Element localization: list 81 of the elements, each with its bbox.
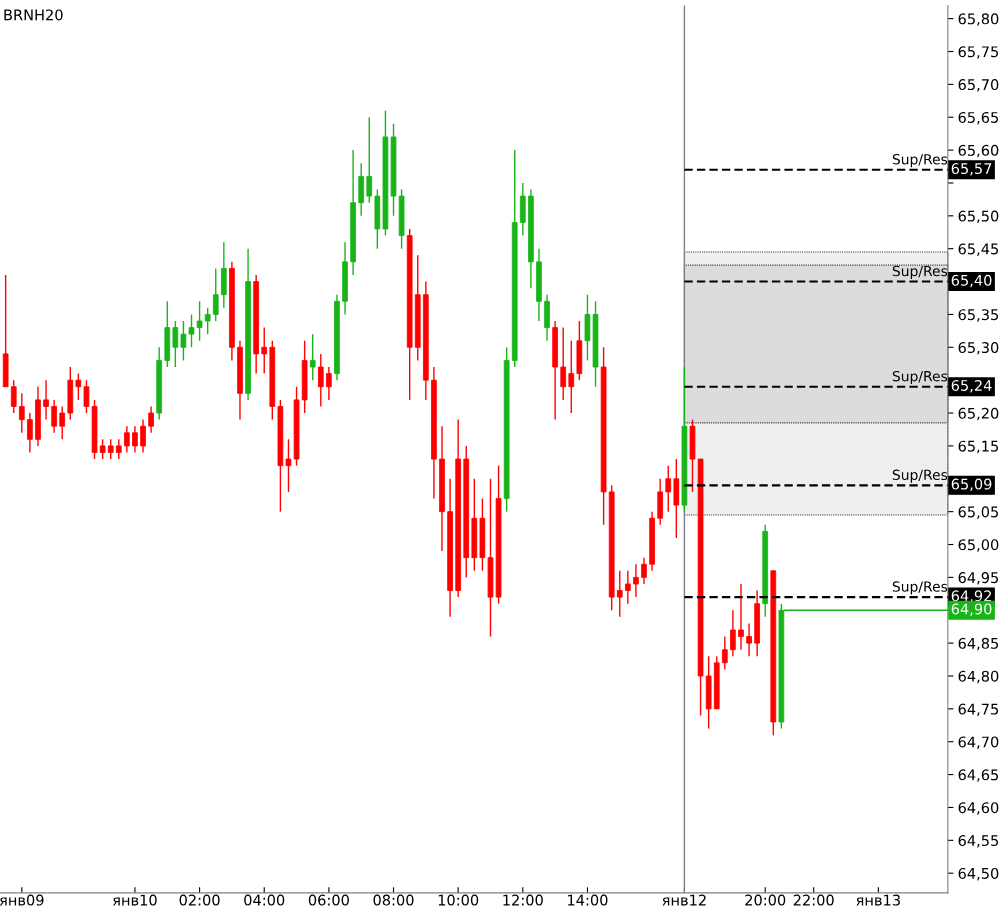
x-tick-label: 02:00 [179, 894, 220, 906]
y-tick-label: 64,95 [958, 572, 999, 585]
text: 65,57 [951, 163, 992, 176]
candlestick [616, 570, 623, 618]
x-tick-label: янв13 [856, 894, 900, 906]
candlestick [633, 563, 639, 598]
candlestick [148, 405, 154, 434]
y-tick-label: 65,05 [958, 506, 999, 519]
y-tick-label: 65,70 [958, 79, 999, 92]
y-tick-label: 64,80 [958, 670, 999, 684]
x-tick-label: 14:00 [568, 894, 608, 906]
candlestick [51, 399, 57, 434]
candlestick [204, 307, 211, 335]
x-tick-label: янв09 [0, 894, 44, 906]
text: 65,24 [951, 379, 992, 393]
ref-line-label: Sup/Res [892, 581, 948, 595]
y-tick-label: 65,50 [958, 210, 999, 224]
text: 64,92 [951, 590, 991, 603]
candlestick [140, 418, 146, 454]
candlestick [730, 609, 736, 657]
x-tick-label: 20:00 [745, 894, 786, 906]
x-tick-label: 04:00 [244, 894, 285, 906]
candlestick [59, 405, 66, 441]
candlestick [18, 392, 25, 434]
candlestick [317, 353, 324, 408]
y-tick-label: 64,50 [958, 867, 999, 881]
candlestick [196, 300, 203, 342]
ref-line-label: Sup/Res [892, 370, 948, 385]
ref-line-label: Sup/Res [892, 153, 948, 168]
x-tick-label: 10:00 [438, 894, 479, 906]
y-tick-label: 65,15 [958, 440, 999, 454]
candlestick [560, 326, 567, 401]
candlestick [107, 438, 114, 460]
candlestick [10, 379, 17, 414]
candlestick [665, 464, 672, 513]
candlestick [746, 622, 752, 657]
ref-line-label: Sup/Res [892, 265, 948, 279]
y-tick-label: 65,60 [958, 144, 999, 158]
candlestick [132, 425, 138, 454]
x-tick-label: янв10 [113, 894, 157, 906]
candlestick [43, 379, 49, 421]
x-tick-label: янв12 [662, 894, 706, 906]
text: 65,09 [951, 478, 992, 492]
candlestick [309, 333, 316, 381]
candlestick [738, 583, 744, 651]
y-tick-label: 65,45 [958, 243, 999, 256]
y-tick-label: 65,65 [958, 111, 999, 125]
candlestick [568, 340, 575, 414]
y-tick-label: 64,85 [958, 637, 999, 651]
y-tick-label: 64,65 [958, 769, 999, 782]
x-tick-label: 06:00 [308, 894, 349, 906]
candlestick [124, 425, 130, 454]
y-tick-label: 65,75 [958, 46, 999, 59]
y-tick-label: 65,30 [958, 342, 999, 355]
x-tick-label: 08:00 [373, 894, 414, 906]
y-tick-label: 64,55 [958, 835, 999, 848]
candlestick [625, 570, 631, 605]
y-tick-label: 64,60 [958, 802, 999, 815]
candlestick [261, 326, 268, 375]
candlestick [326, 366, 332, 401]
ref-line-label: Sup/Res [892, 469, 948, 483]
candlestick [99, 438, 106, 460]
text: 65,40 [951, 274, 992, 288]
y-tick-label: 65,00 [958, 539, 999, 552]
candlestick [721, 635, 728, 671]
y-tick-label: 65,20 [958, 407, 999, 421]
text: 64,90 [951, 603, 992, 616]
y-tick-label: 65,80 [958, 13, 999, 26]
x-tick-label: 22:00 [793, 894, 834, 906]
y-tick-label: 64,70 [958, 736, 999, 749]
candlestick [172, 320, 179, 368]
candlestick [212, 267, 219, 322]
candlestick [641, 556, 647, 585]
y-tick-label: 64,75 [958, 703, 999, 717]
chart-title: BRNH20 [4, 9, 63, 21]
candlestick [115, 438, 122, 460]
x-tick-label: 12:00 [503, 894, 543, 906]
candlestick [75, 372, 82, 401]
candlestick [366, 116, 373, 204]
y-tick-label: 65,35 [958, 309, 999, 322]
candlestick [27, 412, 33, 454]
